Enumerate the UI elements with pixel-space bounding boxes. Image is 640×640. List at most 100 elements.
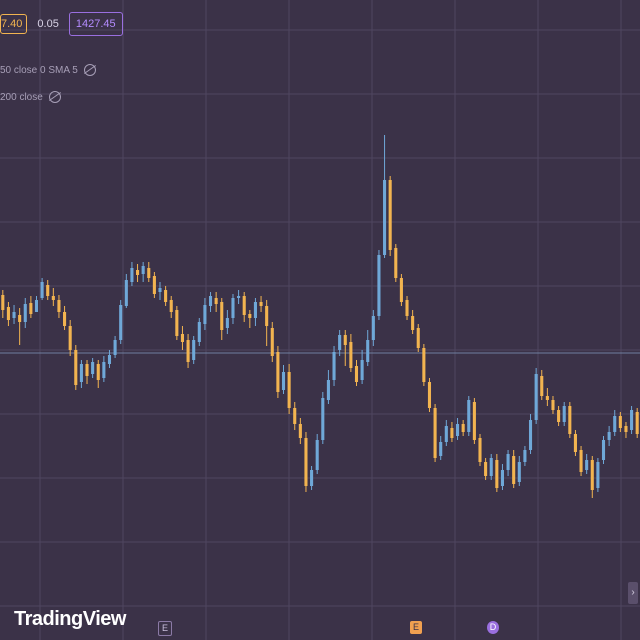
candle-body <box>34 300 39 312</box>
candle <box>456 418 460 440</box>
candle-body <box>102 362 106 378</box>
price-header: 7.40 0.05 1427.45 <box>0 12 123 36</box>
candle <box>57 295 61 318</box>
candle-body <box>360 360 364 380</box>
candle <box>635 408 639 438</box>
candle <box>102 356 106 382</box>
candle-body <box>444 426 448 442</box>
candle <box>276 346 280 398</box>
candle-body <box>512 456 516 484</box>
candle-body <box>411 316 415 330</box>
candle <box>450 422 454 442</box>
candle <box>68 320 72 356</box>
candle-body <box>315 440 319 470</box>
candle-body <box>371 316 375 340</box>
candle-body <box>225 318 229 328</box>
candle <box>596 458 600 492</box>
candle <box>360 350 364 384</box>
candle <box>399 274 403 306</box>
candle-body <box>96 364 100 380</box>
candle <box>383 135 387 258</box>
candle <box>557 406 561 426</box>
candle <box>23 298 27 328</box>
candle-body <box>495 460 499 488</box>
candle-body <box>439 442 443 456</box>
candle <box>332 346 336 386</box>
event-marker-earnings[interactable]: E <box>158 621 172 636</box>
candle <box>562 402 566 426</box>
candle-body <box>63 312 67 326</box>
candle <box>164 286 168 306</box>
candle <box>265 300 269 346</box>
candle-body <box>624 426 628 432</box>
candle-body <box>517 462 521 482</box>
candle <box>304 432 308 492</box>
candle <box>119 300 123 344</box>
eye-slash-icon[interactable] <box>83 64 96 76</box>
candle <box>495 454 499 492</box>
candle-body <box>158 288 162 292</box>
candle-body <box>214 298 218 304</box>
candle-body <box>208 296 213 306</box>
price-low-box: 7.40 <box>0 14 28 34</box>
candle-body <box>601 440 606 460</box>
event-marker-earnings[interactable]: E <box>410 621 422 634</box>
candle <box>270 322 274 362</box>
candle <box>601 436 606 464</box>
scroll-to-realtime-button[interactable]: › <box>628 582 638 604</box>
candle-body <box>349 342 353 368</box>
indicator-row-sma50[interactable]: 50 close 0 SMA 5 <box>0 64 96 76</box>
candle-body <box>388 180 392 250</box>
candle <box>113 336 117 358</box>
candle-body <box>416 328 420 348</box>
candle-body <box>399 278 403 302</box>
candle <box>152 272 156 298</box>
candle-body <box>528 420 533 450</box>
tradingview-logo[interactable]: TradingView <box>14 608 126 630</box>
candle-body <box>40 282 44 298</box>
candle <box>377 250 381 320</box>
candle-body <box>607 432 611 440</box>
candle-body <box>332 352 336 380</box>
candle-body <box>304 438 308 486</box>
candle <box>461 420 465 436</box>
candle <box>124 274 128 308</box>
candle-body <box>203 305 207 324</box>
candle <box>371 310 375 346</box>
candle-body <box>46 285 50 296</box>
candle-body <box>237 296 241 298</box>
event-marker-dividend[interactable]: D <box>487 621 499 634</box>
candle <box>472 398 476 444</box>
candle <box>338 330 342 356</box>
candle-body <box>478 438 482 462</box>
candle-body <box>422 348 426 382</box>
candle-body <box>540 376 544 396</box>
candle <box>63 306 67 330</box>
candle-body <box>635 412 639 434</box>
candle-body <box>326 380 330 400</box>
candle <box>186 334 190 368</box>
candle-body <box>57 300 61 312</box>
candle <box>293 402 297 430</box>
candle <box>85 360 89 384</box>
candle-body <box>270 328 274 356</box>
candle-body <box>557 410 561 422</box>
candle <box>585 454 589 474</box>
eye-slash-icon[interactable] <box>48 91 61 103</box>
candle <box>427 378 432 412</box>
candle <box>433 404 437 462</box>
candle-body <box>562 406 566 422</box>
candle-body <box>585 460 589 470</box>
candle <box>326 370 330 404</box>
candle-body <box>124 280 128 306</box>
candle <box>568 402 572 438</box>
indicator-label: 50 close 0 SMA 5 <box>0 64 78 76</box>
candle <box>534 368 538 424</box>
candle-body <box>287 372 291 408</box>
candle-body <box>1 295 5 310</box>
candle <box>79 360 83 388</box>
candle <box>208 292 213 312</box>
indicator-row-sma200[interactable]: 200 close <box>0 91 61 103</box>
candle-body <box>265 306 269 326</box>
